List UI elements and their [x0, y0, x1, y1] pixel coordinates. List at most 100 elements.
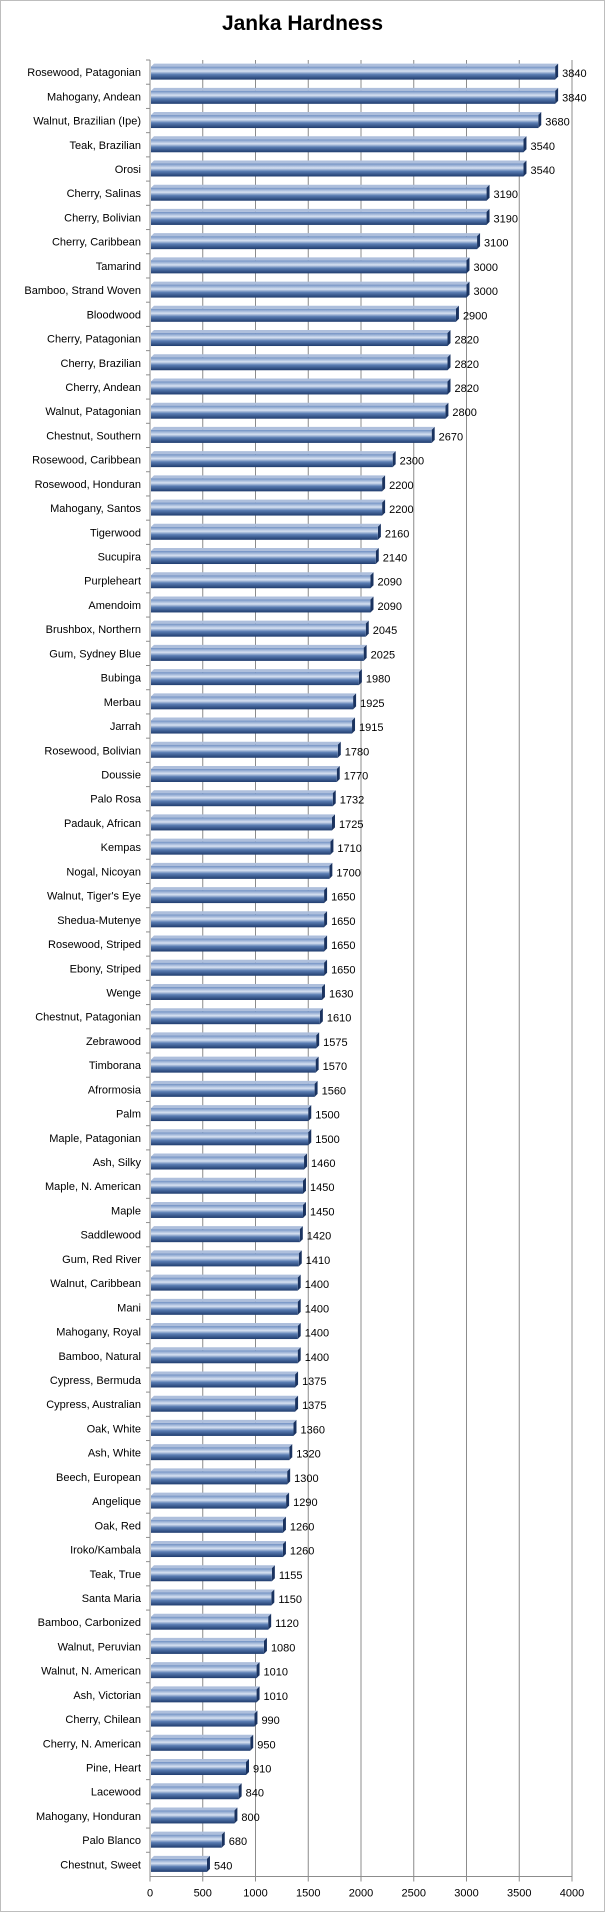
data-label: 1420 [307, 1231, 331, 1243]
data-label: 910 [253, 1764, 271, 1776]
bar-top [151, 1807, 238, 1811]
data-label: 1925 [360, 698, 384, 710]
bar-top [151, 1734, 254, 1738]
data-label: 3000 [474, 286, 498, 298]
bar-top [151, 1710, 258, 1714]
category-label: Cherry, Patagonian [47, 334, 141, 346]
category-label: Walnut, N. American [41, 1666, 141, 1678]
bar [151, 1786, 239, 1800]
category-label: Walnut, Peruvian [58, 1641, 141, 1653]
category-label: Pine, Heart [86, 1763, 141, 1775]
bar [151, 1204, 303, 1218]
category-label: Wenge [106, 987, 141, 999]
bar-end [486, 184, 490, 201]
bar-end [297, 1323, 301, 1340]
category-label: Bamboo, Strand Woven [24, 285, 141, 297]
category-label: Tigerwood [90, 527, 141, 539]
category-label: Bamboo, Natural [58, 1351, 141, 1363]
bar-top [151, 208, 490, 212]
bar-end [555, 63, 559, 80]
category-label: Cherry, Andean [65, 382, 141, 394]
bar [151, 1350, 298, 1364]
data-label: 1450 [310, 1206, 334, 1218]
bar-top [151, 426, 435, 430]
data-label: 1360 [300, 1424, 324, 1436]
bar-end [250, 1734, 254, 1751]
data-label: 3540 [530, 165, 554, 177]
category-label: Saddlewood [80, 1230, 141, 1242]
bar-top [151, 1201, 306, 1205]
data-label: 1080 [271, 1642, 295, 1654]
bar [151, 1301, 298, 1315]
x-tick-label: 3500 [507, 1888, 531, 1900]
category-label: Rosewood, Caribbean [32, 455, 141, 467]
bar-end [304, 1153, 308, 1170]
bar [151, 1253, 299, 1267]
bar-end [365, 620, 369, 637]
x-tick-label: 1500 [296, 1888, 320, 1900]
bar-end [293, 1419, 297, 1436]
category-label: Ash, Silky [93, 1157, 142, 1169]
bar [151, 1229, 300, 1243]
bar-top [151, 378, 451, 382]
bar-end [324, 959, 328, 976]
data-label: 2200 [389, 480, 413, 492]
bar [151, 478, 383, 492]
bar-top [151, 1080, 318, 1084]
bar-top [151, 548, 379, 552]
bar [151, 890, 325, 904]
data-label: 3190 [494, 189, 518, 201]
bar [151, 817, 332, 831]
data-label: 990 [261, 1715, 279, 1727]
bar-top [151, 87, 559, 91]
bar-end [337, 741, 341, 758]
data-label: 2820 [455, 335, 479, 347]
category-label: Cherry, Salinas [67, 188, 142, 200]
bar-top [151, 741, 341, 745]
bar-top [151, 1541, 286, 1545]
data-label: 1010 [264, 1691, 288, 1703]
bar-end [377, 523, 381, 540]
bar-top [151, 572, 374, 576]
bar [151, 1108, 309, 1122]
bar-top [151, 136, 527, 140]
bar-end [324, 935, 328, 952]
data-label: 1560 [322, 1085, 346, 1097]
data-label: 2670 [439, 431, 463, 443]
bar-top [151, 887, 328, 891]
bar-top [151, 1686, 260, 1690]
bar [151, 1180, 303, 1194]
data-label: 1915 [359, 722, 383, 734]
bar-top [151, 1105, 312, 1109]
bar-top [151, 1759, 250, 1763]
category-label: Shedua-Mutenye [57, 915, 141, 927]
data-label: 1120 [275, 1618, 299, 1630]
bar-end [287, 1468, 291, 1485]
data-label: 3000 [474, 262, 498, 274]
data-label: 2900 [463, 310, 487, 322]
bar-end [316, 1032, 320, 1049]
category-label: Maple, N. American [45, 1181, 141, 1193]
x-tick-label: 2000 [349, 1888, 373, 1900]
bar [151, 1592, 272, 1606]
bar-top [151, 693, 357, 697]
bar [151, 1035, 317, 1049]
bar-end [302, 1177, 306, 1194]
bar-end [308, 1105, 312, 1122]
bar [151, 599, 371, 613]
bar [151, 1471, 288, 1485]
bar-end [370, 596, 374, 613]
category-label: Walnut, Patagonian [45, 406, 141, 418]
bar-end [324, 887, 328, 904]
bar-end [254, 1710, 258, 1727]
bar-end [289, 1444, 293, 1461]
bar-top [151, 911, 328, 915]
bar [151, 308, 456, 322]
data-label: 1410 [306, 1255, 330, 1267]
category-label: Iroko/Kambala [70, 1545, 142, 1557]
data-label: 3840 [562, 68, 586, 80]
data-label: 1260 [290, 1546, 314, 1558]
bar [151, 1737, 251, 1751]
bar-top [151, 790, 336, 794]
bar-top [151, 1032, 320, 1036]
